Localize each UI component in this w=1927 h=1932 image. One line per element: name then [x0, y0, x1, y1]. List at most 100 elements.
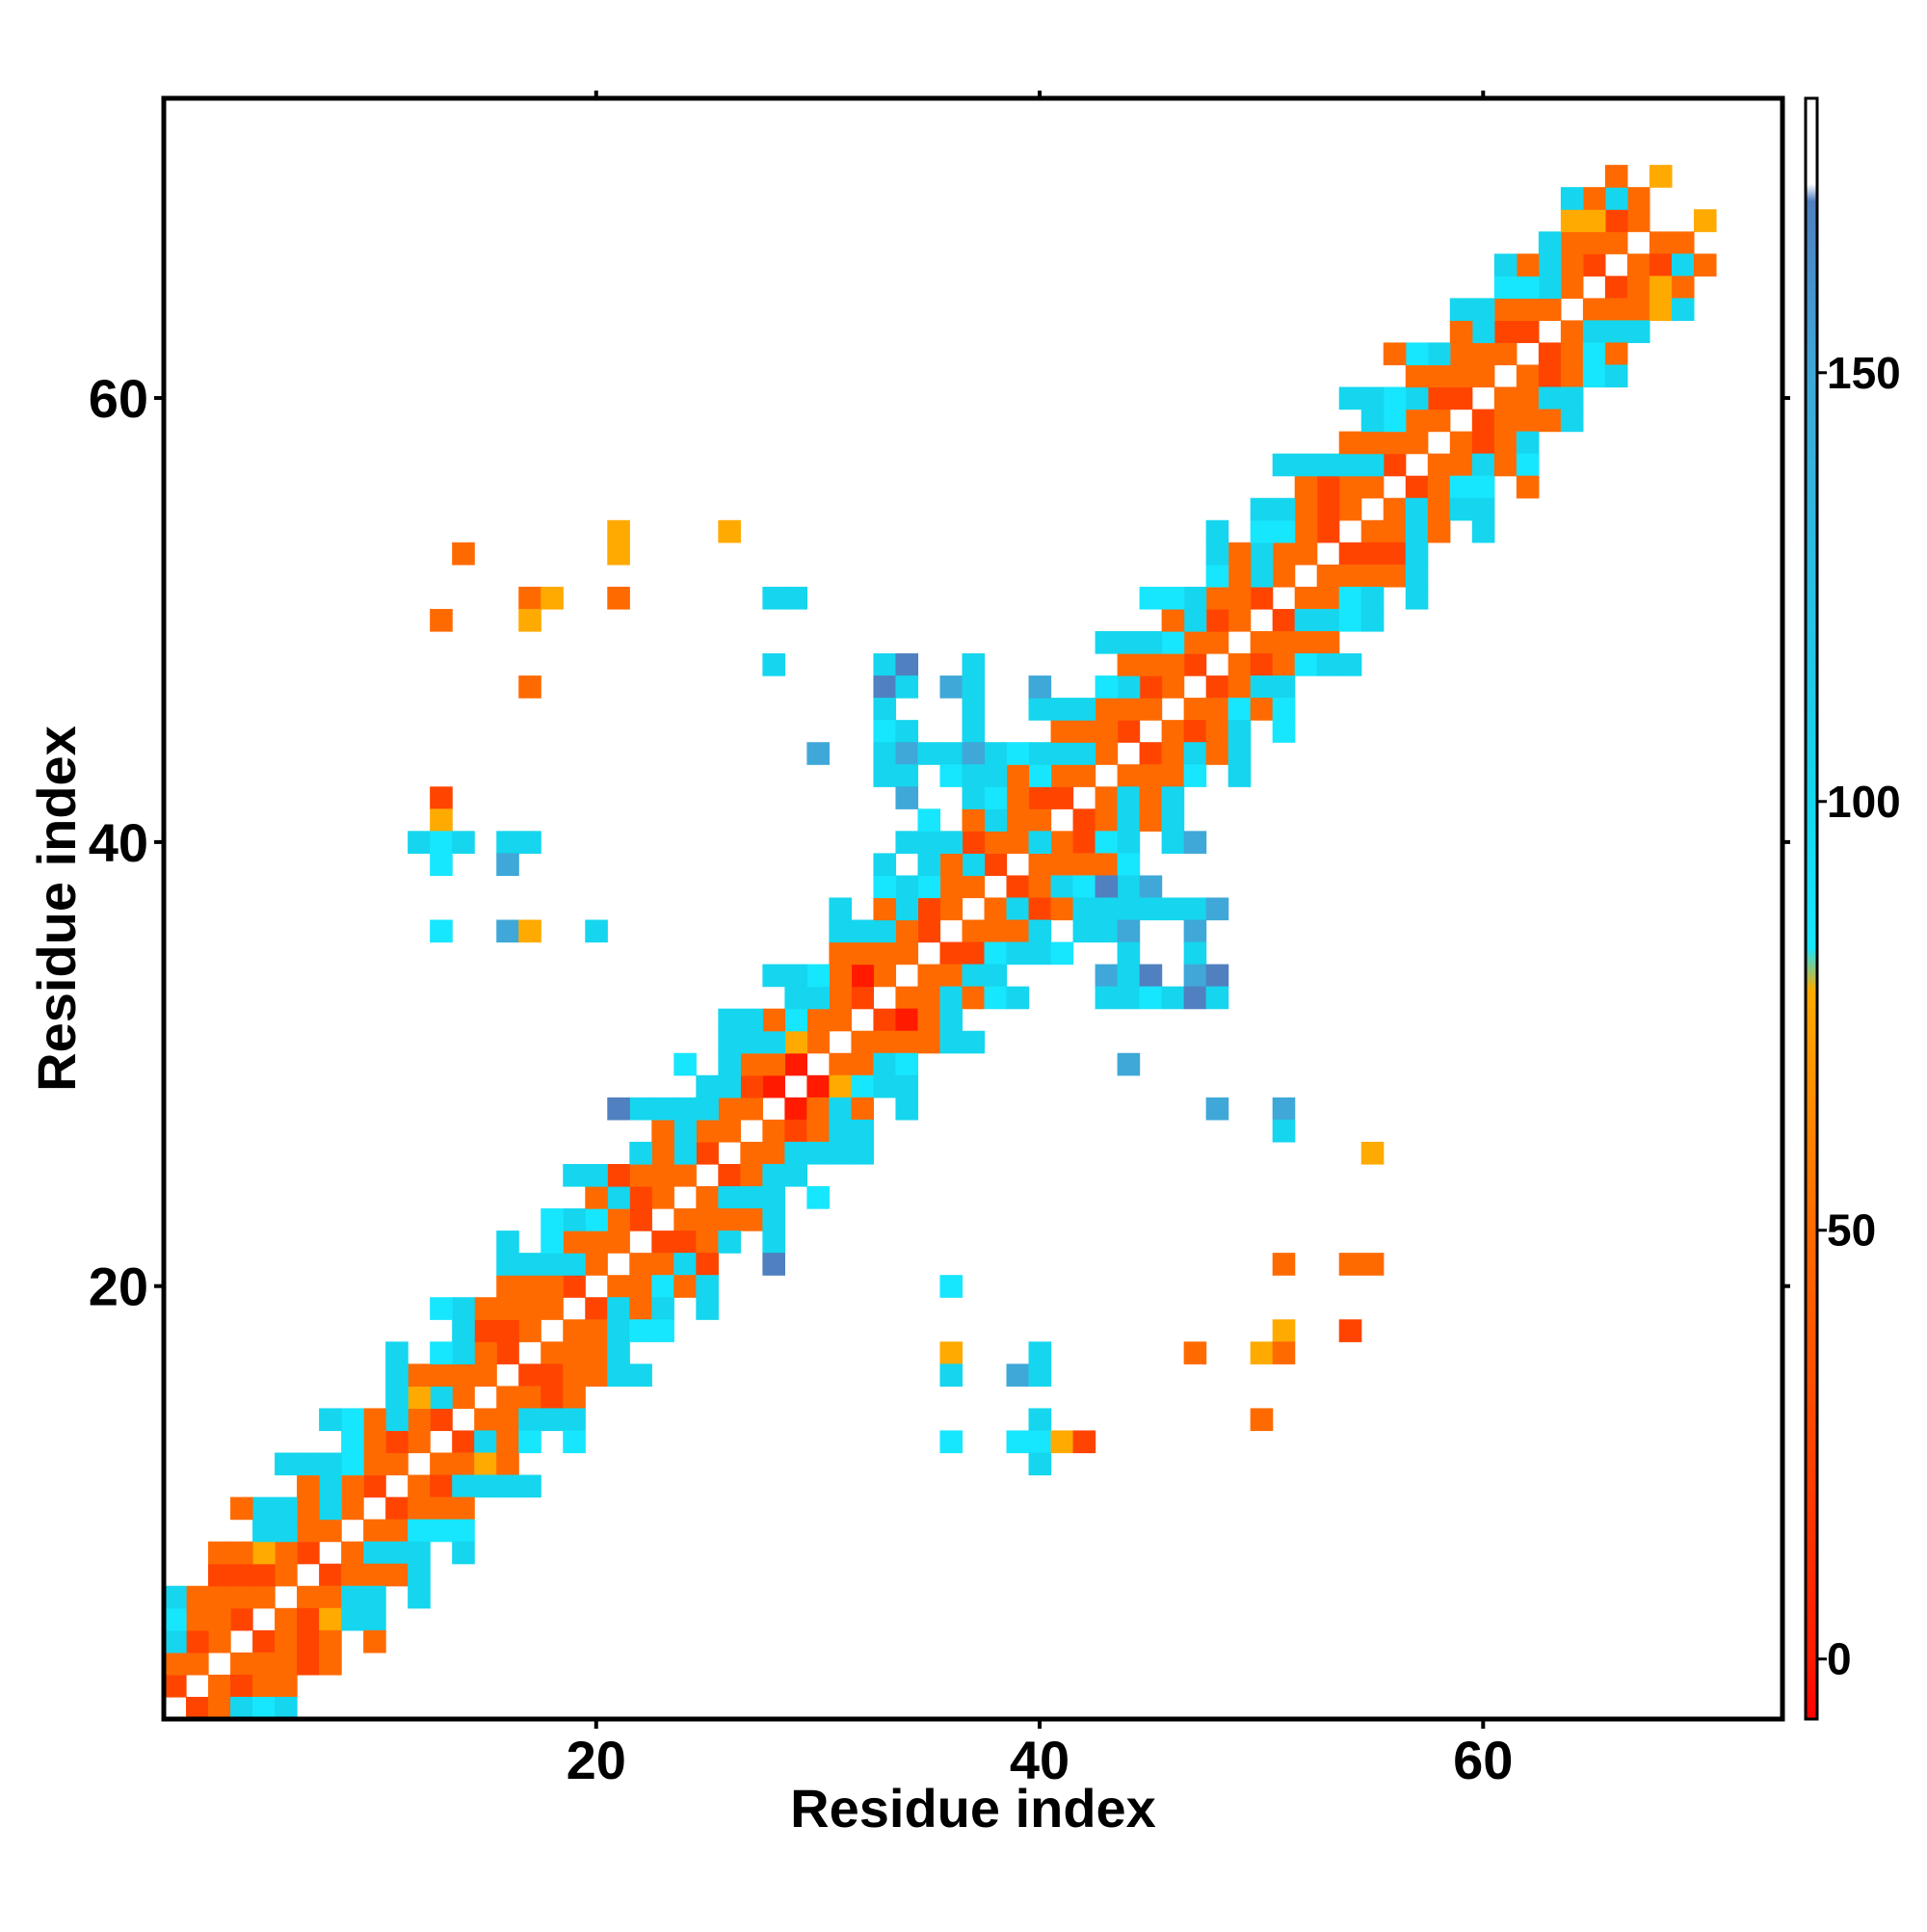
heatmap-cell	[541, 1408, 564, 1432]
heatmap-cell	[563, 1275, 586, 1298]
heatmap-cell	[1604, 364, 1628, 388]
heatmap-cell	[829, 919, 853, 943]
heatmap-cell	[1050, 764, 1074, 787]
heatmap-cell	[762, 1186, 785, 1209]
heatmap-cell	[1095, 919, 1119, 943]
heatmap-cell	[784, 586, 807, 610]
heatmap-cell	[1338, 564, 1362, 588]
heatmap-cell	[917, 853, 941, 877]
heatmap-cell	[629, 1097, 652, 1121]
heatmap-cell	[341, 1452, 364, 1476]
heatmap-cell	[164, 1629, 187, 1654]
heatmap-cell	[1493, 298, 1518, 322]
heatmap-cell	[1272, 630, 1296, 654]
heatmap-cell	[1626, 276, 1650, 299]
heatmap-cell	[718, 1208, 741, 1231]
heatmap-cell	[651, 1141, 674, 1165]
heatmap-cell	[496, 1430, 519, 1454]
heatmap-cell	[917, 964, 941, 988]
heatmap-cell	[430, 1474, 453, 1498]
heatmap-cell	[962, 698, 986, 721]
heatmap-cell	[563, 1341, 586, 1364]
heatmap-cell	[1316, 497, 1340, 521]
heatmap-cell	[1117, 675, 1141, 699]
heatmap-cell	[452, 1519, 475, 1543]
heatmap-cell	[496, 1275, 519, 1298]
y-axis-label: Residue index	[26, 726, 87, 1092]
heatmap-cell	[541, 1363, 564, 1387]
heatmap-cell	[363, 1474, 386, 1498]
heatmap-cell	[696, 1097, 719, 1121]
heatmap-cell	[408, 1496, 431, 1521]
heatmap-cell	[1272, 608, 1296, 632]
heatmap-cell	[252, 1563, 276, 1587]
heatmap-cell	[1538, 253, 1562, 277]
heatmap-cell	[939, 1030, 964, 1054]
heatmap-cell	[1493, 253, 1518, 277]
heatmap-cell	[1338, 1319, 1362, 1342]
heatmap-cell	[275, 1496, 298, 1521]
heatmap-cell	[518, 1297, 541, 1320]
heatmap-cell	[430, 786, 453, 809]
heatmap-cell	[452, 1452, 475, 1476]
heatmap-cell	[829, 1097, 853, 1121]
heatmap-cell	[230, 1496, 253, 1521]
heatmap-cell	[1294, 519, 1318, 543]
heatmap-cell	[984, 831, 1008, 854]
heatmap-cell	[1604, 231, 1628, 254]
heatmap-cell	[1538, 342, 1562, 366]
heatmap-cell	[474, 1408, 497, 1432]
heatmap-cell	[1183, 941, 1207, 966]
heatmap-cell	[629, 1141, 652, 1165]
heatmap-cell	[1516, 409, 1540, 433]
heatmap-cell	[385, 1386, 409, 1410]
heatmap-cell	[518, 831, 541, 854]
heatmap-cell	[452, 1430, 475, 1454]
heatmap-cell	[1139, 764, 1163, 787]
heatmap-cell	[186, 1629, 209, 1654]
heatmap-cell	[762, 1208, 785, 1231]
heatmap-cell	[1427, 475, 1451, 499]
heatmap-cell	[363, 1585, 386, 1609]
heatmap-cell	[1272, 1097, 1296, 1121]
heatmap-cell	[585, 1186, 608, 1209]
heatmap-cell	[1383, 453, 1407, 477]
heatmap-cell	[1338, 497, 1362, 521]
heatmap-cell	[518, 1363, 541, 1387]
heatmap-cell	[1028, 786, 1052, 809]
heatmap-cell	[541, 1253, 564, 1276]
heatmap-cell	[1294, 586, 1318, 610]
heatmap-cell	[917, 897, 941, 921]
heatmap-cell	[430, 1386, 453, 1410]
heatmap-cell	[1117, 853, 1141, 877]
heatmap-cell	[230, 1541, 253, 1565]
heatmap-cell	[939, 897, 964, 921]
heatmap-cell	[762, 1052, 785, 1076]
heatmap-cell	[1383, 386, 1407, 410]
heatmap-cell	[762, 1163, 785, 1187]
heatmap-cell	[1294, 497, 1318, 521]
heatmap-cell	[563, 1319, 586, 1342]
heatmap-cell	[629, 1186, 652, 1209]
heatmap-cell	[1427, 386, 1451, 410]
heatmap-cell	[1227, 764, 1252, 787]
heatmap-cell	[806, 1074, 831, 1098]
heatmap-cell	[1360, 386, 1385, 410]
heatmap-cell	[474, 1363, 497, 1387]
heatmap-cell	[1139, 653, 1163, 676]
heatmap-cell	[1006, 742, 1030, 765]
heatmap-cell	[873, 919, 897, 943]
heatmap-cell	[1117, 653, 1141, 676]
heatmap-cell	[474, 1430, 497, 1454]
heatmap-cell	[563, 1408, 586, 1432]
heatmap-cell	[585, 1208, 608, 1231]
heatmap-cell	[1183, 698, 1207, 721]
heatmap-cell	[1626, 253, 1650, 277]
heatmap-cell	[1449, 298, 1473, 322]
heatmap-cell	[563, 1363, 586, 1387]
heatmap-cell	[1250, 630, 1274, 654]
heatmap-cell	[651, 1231, 674, 1254]
heatmap-cell	[1272, 497, 1296, 521]
heatmap-cell	[1095, 831, 1119, 854]
